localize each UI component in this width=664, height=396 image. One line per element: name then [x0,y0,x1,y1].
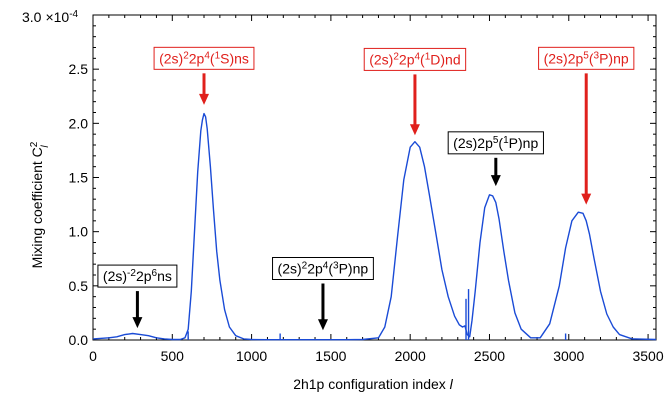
annotation-label-part: P)np [339,261,369,277]
annotation-label-part: (2s) [369,51,393,67]
annotation-label-part: 2p [136,268,152,284]
annotation-label-part: 5 [583,50,589,61]
annotation-label: (2s)2p5(1P)np [453,134,538,151]
annotation-label-part: ns [157,268,172,284]
x-tick-label: 500 [161,348,185,364]
annotation-label: (2s)22p4(1S)ns [159,50,249,66]
annotation-label: (2s)22p4(3P)np [278,260,369,277]
annotation-label-part: 4 [323,260,329,271]
annotation-label-part: 2 [302,260,308,271]
annotation-2s2-2p4-3P-np: (2s)22p4(3P)np [272,257,374,331]
annotation-label-part: 2p [189,50,205,66]
x-tick-label: 0 [89,348,97,364]
annotation-box [447,131,544,155]
x-axis-title: 2h1p configuration index l [293,376,453,392]
annotation-label-part: 4 [414,51,420,62]
annotation-2s-2-2p6ns: (2s)-22p6ns [97,264,178,329]
annotation-label-part: 3 [594,50,600,61]
y-axis-multiplier: 3.0 ×10-4 [22,9,79,26]
annotation-label-part: (2s) [278,261,302,277]
y-axis-title: Mixing coefficient C2l [29,141,51,268]
annotation-label-part: ( [420,51,425,67]
series-layer [92,112,657,341]
y-tick-label: 0.5 [69,278,89,294]
annotation-2s2-2p4-1D-nd: (2s)22p4(1D)nd [363,47,467,136]
y-tick-label: 1.0 [69,224,89,240]
annotation-label-part: P)np [599,50,629,66]
annotation-label-part: 6 [152,268,158,279]
y-tick-label: 2.0 [69,115,89,131]
annotation-label-part: 1 [215,50,221,61]
annotation-label-part: ( [498,135,503,151]
annotation-label-part: 1 [425,51,431,62]
annotation-label-part: (2s)2p [544,50,584,66]
annotation-arrow-head [490,175,501,187]
x-tick-label: 1500 [315,348,346,364]
x-tick-label: 2000 [395,348,426,364]
annotation-arrow-head [581,193,592,205]
annotation-label-part: 2p [399,51,415,67]
x-tick-label: 3000 [553,348,584,364]
annotation-label-part: 5 [493,134,499,145]
y-tick-label: 0.0 [69,332,89,348]
annotation-label-part: 2 [393,51,399,62]
annotation-label-part: 2p [307,261,323,277]
annotation-label-part: D)nd [430,51,460,67]
annotation-arrow-head [409,124,420,136]
annotation-label: (2s)-22p6ns [103,268,172,285]
y-tick-label: 2.5 [69,61,89,77]
annotation-label-part: ( [328,261,333,277]
annotation-label: (2s)2p5(3P)np [544,50,629,66]
annotation-label-part: (2s) [159,50,183,66]
annotation-label-part: S)ns [220,50,249,66]
annotation-label-part: 1 [503,134,509,145]
annotation-box [363,47,467,71]
annotation-label: (2s)22p4(1D)nd [369,51,460,68]
annotation-label-part: 4 [204,50,210,61]
annotation-2s2-2p4-1S-ns: (2s)22p4(1S)ns [153,46,255,105]
annotation-2s-2p5-3P-np: (2s)2p5(3P)np [538,46,635,205]
annotation-arrow-head [132,317,143,329]
annotation-label-part: ( [589,50,594,66]
x-axis: 0 500 1000 1500 2000 2500 3000 3500 [89,15,664,364]
annotation-label-part: 2 [183,50,189,61]
y-tick-label: 1.5 [69,170,89,186]
annotation-arrow-head [317,319,328,331]
annotation-label-part: 3 [333,260,339,271]
x-tick-label: 2500 [474,348,505,364]
annotation-box [538,46,635,70]
annotation-2s-2p5-1P-np: (2s)2p5(1P)np [447,131,544,187]
annotation-label-part: (2s) [103,268,127,284]
annotation-label-part: P)np [509,135,539,151]
x-tick-label: 3500 [632,348,663,364]
x-tick-label: 1000 [236,348,267,364]
annotation-label-part: (2s)2p [453,135,493,151]
annotation-arrow-head [199,93,210,105]
annotation-layer: (2s)-22p6ns(2s)22p4(1S)ns(2s)22p4(3P)np(… [97,46,635,331]
y-axis: 0.0 0.5 1.0 1.5 2.0 2.5 [69,14,656,348]
annotation-label-part: ( [210,50,215,66]
annotation-box [153,46,255,70]
annotation-label-part: -2 [127,268,136,279]
annotation-box [272,257,374,280]
series-line [92,112,657,341]
annotation-box [97,264,178,288]
